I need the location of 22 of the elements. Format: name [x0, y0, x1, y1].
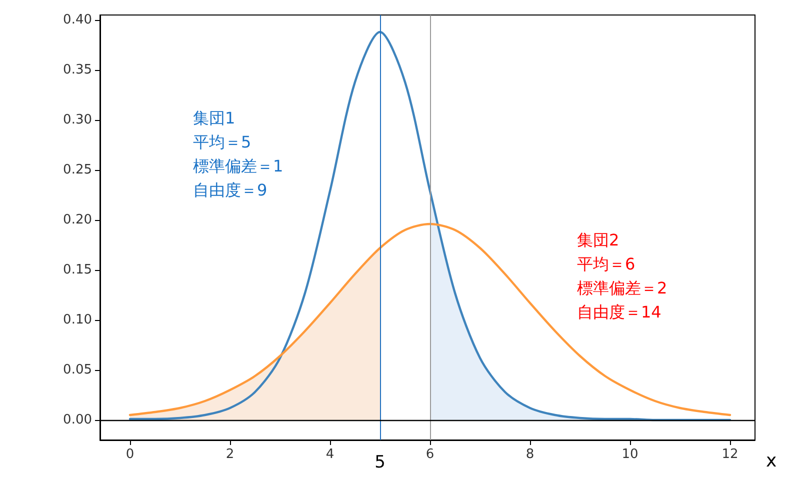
line-series [128, 30, 732, 422]
y-tick-label: 0.15 [63, 262, 92, 278]
x-tick-label: 12 [722, 447, 738, 462]
y-tick-label: 0.30 [63, 112, 92, 128]
y-tick-label: 0.20 [63, 212, 92, 228]
y-tick-label: 0.05 [63, 362, 92, 378]
y-tick-label: 0.40 [63, 12, 92, 28]
x-axis-title: x [766, 450, 777, 472]
x-tick-label: 6 [426, 447, 434, 462]
y-tick-label: 0.10 [63, 312, 92, 328]
y-tick-label: 0.35 [63, 62, 92, 78]
x-tick-label: 4 [326, 447, 334, 462]
x-tick-label: 0 [126, 447, 134, 462]
x-tick-label: 2 [226, 447, 234, 462]
line-series [128, 222, 732, 416]
ref-line-label: 5 [374, 452, 386, 472]
x-tick-label: 8 [526, 447, 534, 462]
y-tick-label: 0.25 [63, 162, 92, 178]
x-tick-label: 10 [622, 447, 638, 462]
annotation: 集団2 平均＝6 標準偏差＝2 自由度＝14 [577, 230, 668, 322]
y-tick-label: 0.00 [63, 412, 92, 428]
annotation: 集団1 平均＝5 標準偏差＝1 自由度＝9 [193, 108, 284, 200]
